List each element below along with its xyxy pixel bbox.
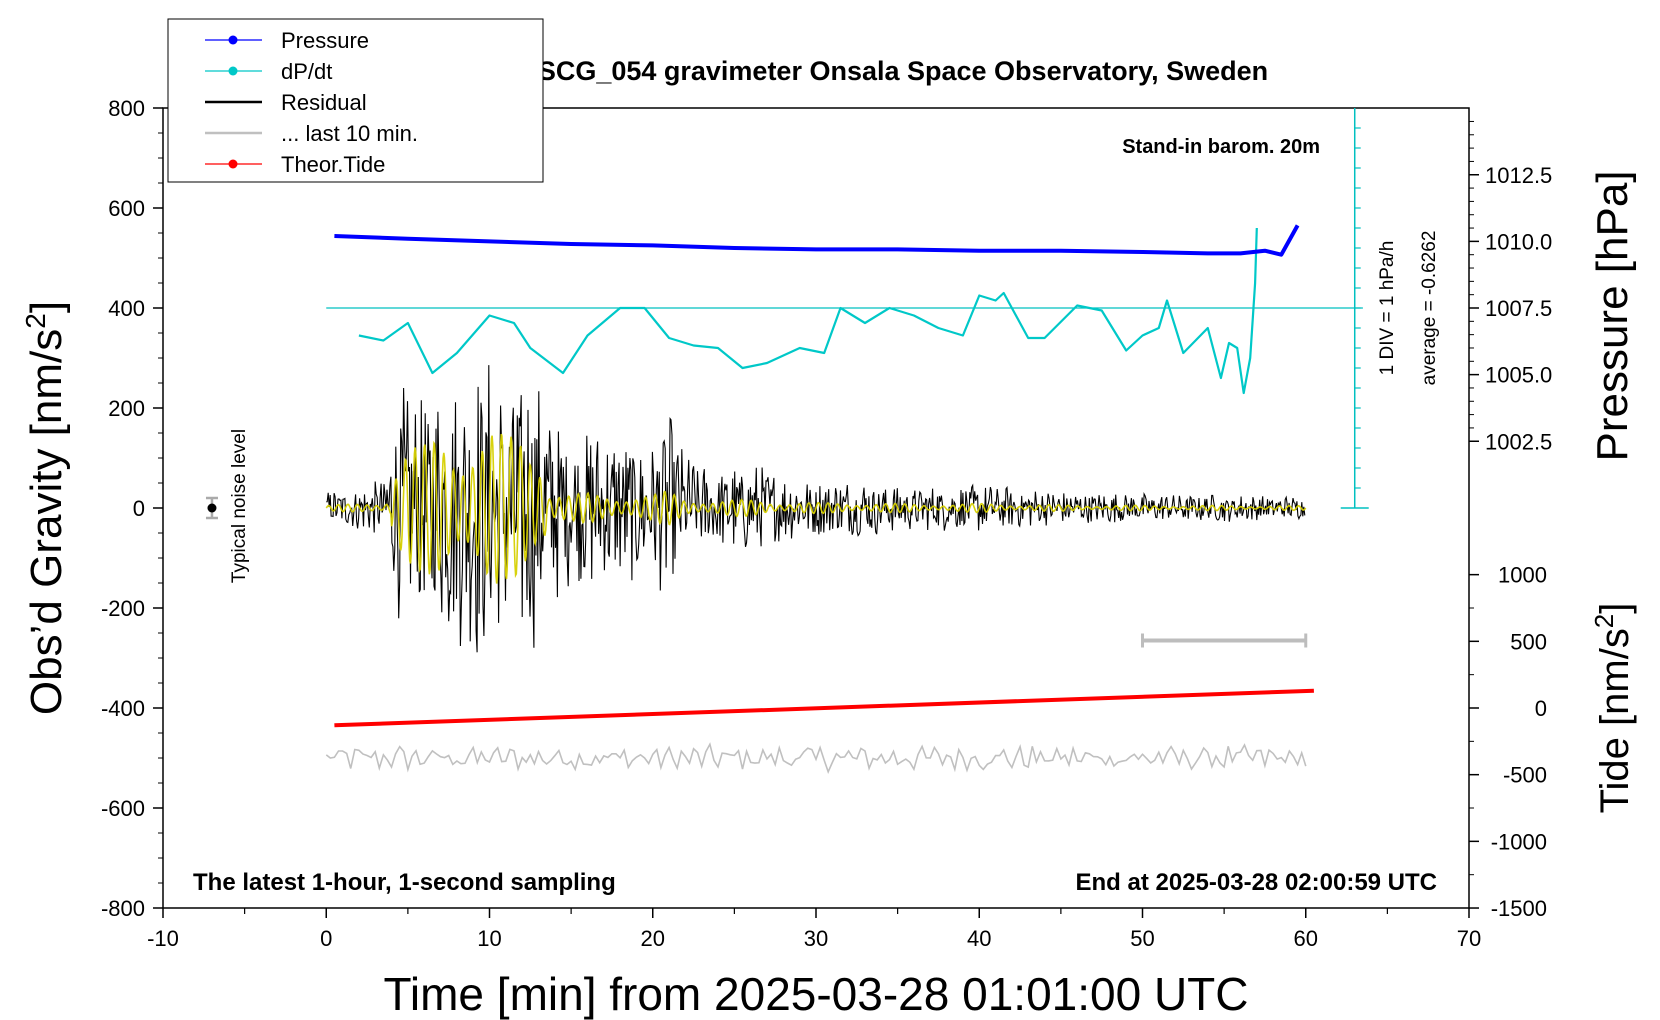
chart-title: SCG_054 gravimeter Onsala Space Observat… — [538, 56, 1268, 86]
y-axis-label-gravity: Obs’d Gravity [nm/s2] — [20, 301, 71, 715]
x-tick-label: 10 — [477, 926, 501, 951]
y-tick-label: 0 — [133, 496, 145, 521]
series — [325, 224, 1314, 774]
y-tick-label: -200 — [101, 596, 145, 621]
tide-tick-label: -1500 — [1491, 896, 1547, 921]
y-axis-label-tide: Tide [nm/s2] — [1589, 603, 1637, 814]
y-tick-label: -400 — [101, 696, 145, 721]
y-tick-label: 600 — [108, 196, 145, 221]
noise-level-label: Typical noise level — [229, 429, 250, 583]
dpdt-average-label: average = -0.6262 — [1419, 231, 1440, 386]
x-tick-label: 40 — [967, 926, 991, 951]
series-last-10-min — [325, 742, 1307, 774]
legend-label: ... last 10 min. — [281, 121, 418, 146]
tide-tick-label: 1000 — [1498, 563, 1547, 588]
x-axis-label: Time [min] from 2025-03-28 01:01:00 UTC — [384, 968, 1249, 1020]
y-tick-label: -600 — [101, 796, 145, 821]
legend-label: Theor.Tide — [281, 152, 385, 177]
pressure-tick-label: 1010.0 — [1485, 229, 1552, 254]
y-tick-label: -800 — [101, 896, 145, 921]
pressure-tick-label: 1005.0 — [1485, 363, 1552, 388]
legend-entries: Pressure dP/dt Residual ... last 10 min. The… — [205, 28, 418, 177]
x-tick-label: 0 — [320, 926, 332, 951]
pressure-tick-label: 1002.5 — [1485, 429, 1552, 454]
barometer-note: Stand-in barom. 20m — [1122, 136, 1320, 158]
legend: Pressure dP/dt Residual ... last 10 min. The… — [167, 18, 544, 183]
legend-swatch-marker — [228, 159, 238, 169]
y-tick-label: 400 — [108, 296, 145, 321]
x-tick-label: 30 — [804, 926, 828, 951]
sampling-note: The latest 1-hour, 1-second sampling — [193, 869, 616, 896]
pressure-tick-label: 1007.5 — [1485, 296, 1552, 321]
legend-swatch-marker — [228, 66, 238, 76]
tide-tick-label: 500 — [1510, 629, 1547, 654]
legend-label: dP/dt — [281, 59, 332, 84]
tide-tick-label: -1000 — [1491, 829, 1547, 854]
x-tick-label: 20 — [641, 926, 665, 951]
series-theoretical-tide — [334, 688, 1314, 728]
x-tick-label: 60 — [1294, 926, 1318, 951]
legend-box — [167, 18, 544, 183]
x-tick-label: 50 — [1130, 926, 1154, 951]
x-tick-label: 70 — [1457, 926, 1481, 951]
end-time-note: End at 2025-03-28 02:00:59 UTC — [1076, 869, 1438, 896]
series-residual-filtered — [325, 433, 1307, 584]
y-tick-label: 800 — [108, 96, 145, 121]
noise-point — [207, 503, 217, 513]
x-tick-label: -10 — [147, 926, 179, 951]
tide-tick-label: -500 — [1503, 763, 1547, 788]
tide-tick-label: 0 — [1535, 696, 1547, 721]
series-pressure — [334, 224, 1300, 257]
y-axis-label-pressure: Pressure [hPa] — [1588, 170, 1637, 461]
series-dpdt — [358, 227, 1258, 395]
pressure-tick-label: 1012.5 — [1485, 163, 1552, 188]
legend-label: Pressure — [281, 28, 369, 53]
legend-label: Residual — [281, 90, 367, 115]
y-tick-label: 200 — [108, 396, 145, 421]
dpdt-division-label: 1 DIV = 1 hPa/h — [1377, 241, 1398, 376]
legend-swatch-marker — [228, 35, 238, 45]
axes: -10 0 10 20 30 40 50 60 70 -800 -600 -400 -200 0 200 40… — [101, 96, 1552, 951]
